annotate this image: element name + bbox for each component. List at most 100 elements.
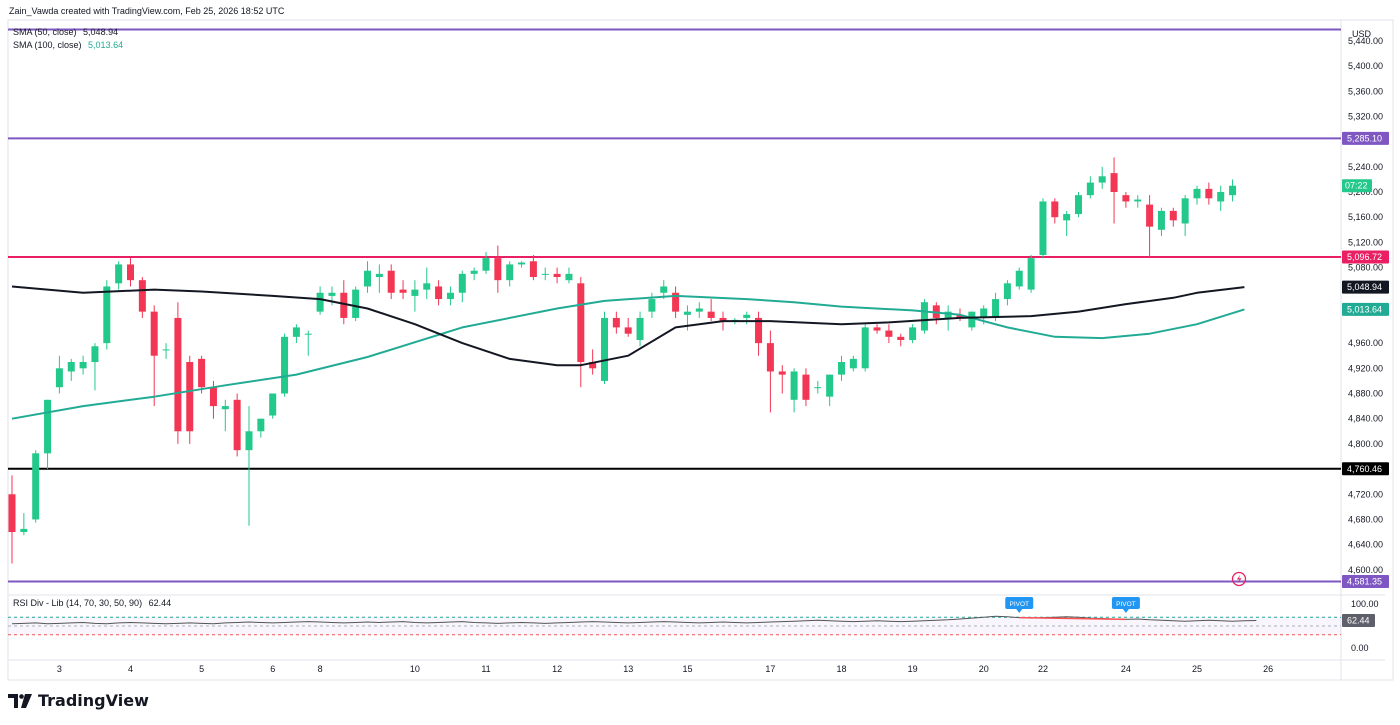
candle: [435, 280, 443, 306]
time-tick-label: 3: [57, 664, 62, 674]
candle-body: [20, 528, 28, 533]
time-tick-label: 8: [318, 664, 323, 674]
candle-body: [826, 374, 834, 397]
candle-body: [174, 317, 182, 432]
sma100-legend[interactable]: SMA (100, close) 5,013.64: [13, 40, 127, 50]
candle: [743, 311, 751, 325]
candle: [636, 311, 644, 347]
candle-body: [778, 371, 786, 375]
candle-body: [32, 453, 40, 520]
candle: [186, 355, 194, 444]
candle-body: [1039, 201, 1047, 255]
time-tick-label: 5: [199, 664, 204, 674]
candle: [269, 393, 277, 419]
candle-body: [352, 289, 360, 318]
candle-body: [695, 308, 703, 312]
candle-body: [885, 330, 893, 337]
candle: [1075, 192, 1082, 218]
candle-body: [612, 317, 620, 328]
candle: [1110, 157, 1118, 224]
candle: [91, 343, 99, 391]
candle-body: [790, 371, 798, 400]
price-tick-label: 5,240.00: [1348, 162, 1383, 172]
price-badge-text: 4,760.46: [1347, 464, 1382, 474]
sma100-legend-name: SMA (100, close): [13, 40, 82, 50]
candle-body: [55, 368, 63, 388]
pivot-marker-pointer: [1016, 609, 1023, 613]
rsi-legend[interactable]: RSI Div - Lib (14, 70, 30, 50, 90) 62.44: [13, 598, 175, 608]
price-badge-bg: [1342, 280, 1389, 294]
candle-body: [186, 362, 194, 432]
candle: [387, 264, 395, 300]
candle: [814, 380, 822, 394]
candle-body: [44, 399, 52, 454]
candle-body: [423, 283, 431, 290]
candle: [446, 286, 454, 306]
chart-attribution: Zain_Vawda created with TradingView.com,…: [9, 6, 285, 16]
candle-body: [470, 270, 478, 274]
candle-body: [1063, 214, 1071, 221]
candle: [518, 261, 526, 268]
alert-icon: [1231, 571, 1247, 587]
tradingview-brand[interactable]: TradingView: [8, 691, 149, 710]
candle-body: [541, 273, 549, 275]
candle-body: [233, 399, 241, 451]
price-badge-purple-bottom: 4,581.35: [1342, 575, 1389, 589]
candle-body: [1134, 199, 1142, 202]
price-tick-label: 5,440.00: [1348, 36, 1383, 46]
candle: [198, 355, 206, 394]
price-tick-label: 5,360.00: [1348, 86, 1383, 96]
candle-body: [150, 311, 158, 356]
candle: [826, 374, 834, 407]
candle: [1098, 166, 1106, 189]
rsi-legend-value: 62.44: [148, 598, 172, 608]
currency-label[interactable]: USD: [1352, 29, 1372, 39]
candle: [1039, 198, 1047, 259]
pivot-marker: PIVOT: [1005, 597, 1034, 613]
sma50-legend[interactable]: SMA (50, close) 5,048.94: [13, 27, 122, 37]
candle: [755, 311, 763, 356]
time-axis: 3 4 5 6 8 10 11 12 13 15 17 18 19 20 22 24 25 26: [57, 664, 1273, 674]
candle-body: [209, 387, 217, 407]
rsi-divergence-line: [1019, 616, 1126, 621]
candle: [79, 355, 87, 375]
price-badge-text: 5,048.94: [1347, 282, 1382, 292]
candle-body: [601, 317, 608, 381]
price-badges: 5,285.10 5,096.72 5,048.94 5,013.64 4,760.46…: [1342, 131, 1389, 589]
candle-body: [719, 317, 727, 322]
candle: [304, 330, 312, 356]
candle: [612, 311, 620, 334]
candle-body: [802, 374, 810, 400]
candle: [1086, 176, 1094, 199]
candle-body: [1075, 195, 1082, 215]
candle: [482, 251, 490, 274]
candle: [127, 258, 134, 287]
candle-body: [79, 362, 87, 369]
countdown-bg: [1342, 179, 1372, 193]
candle-body: [138, 280, 146, 312]
candle-body: [1098, 176, 1106, 183]
candle: [245, 406, 253, 526]
price-tick-label: 5,400.00: [1348, 61, 1383, 71]
candle: [281, 333, 289, 397]
candle-body: [399, 289, 407, 293]
time-tick-label: 15: [682, 664, 692, 674]
price-badge-bg: [1342, 462, 1389, 476]
price-badge-black-level: 4,760.46: [1342, 462, 1389, 476]
price-tick-label: 4,960.00: [1348, 338, 1383, 348]
candle-body: [1205, 188, 1213, 199]
candle-body: [1157, 210, 1165, 230]
candle-body: [648, 299, 656, 312]
sma50-line: [11, 285, 1245, 367]
candle-body: [743, 314, 751, 318]
sma50-legend-name: SMA (50, close): [13, 27, 77, 37]
time-tick-label: 10: [410, 664, 420, 674]
candle: [8, 475, 16, 564]
candle: [553, 267, 561, 284]
price-tick-label: 4,720.00: [1348, 489, 1383, 499]
price-badge-sma50: 5,048.94: [1342, 280, 1389, 294]
candle: [162, 343, 170, 359]
candle-body: [458, 273, 466, 293]
candle: [67, 358, 75, 381]
